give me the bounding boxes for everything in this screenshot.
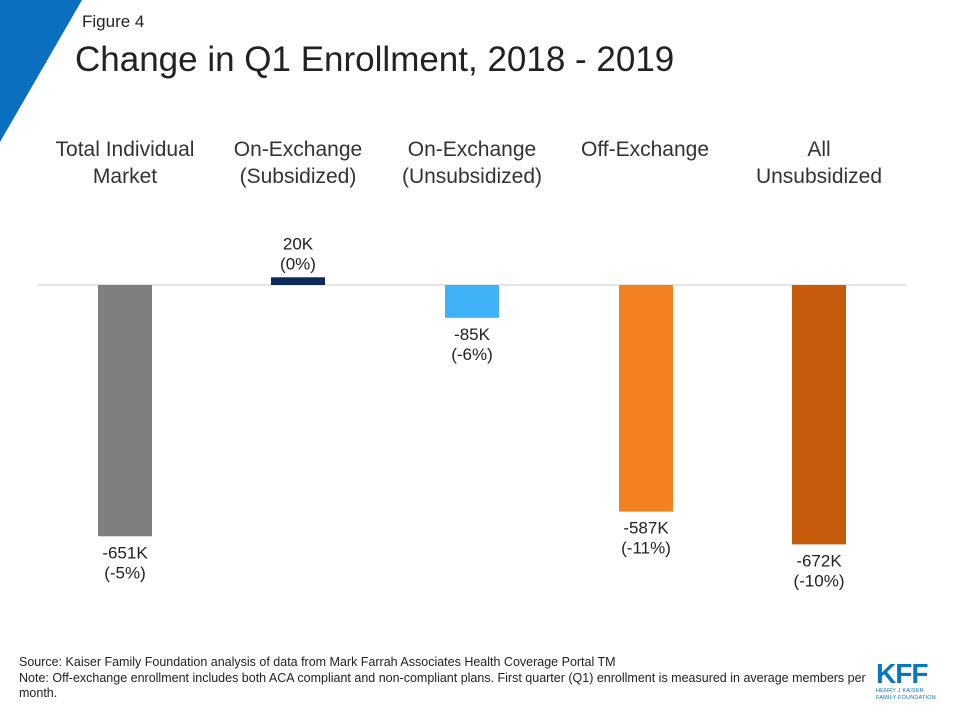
data-label-all-unsubsidized-value: -672K (796, 551, 842, 570)
data-label-on-exchange-subsidized-value: 20K (283, 234, 314, 253)
data-label-on-exchange-unsubsidized-percent: (-6%) (451, 345, 493, 364)
methodology-note: Note: Off-exchange enrollment includes b… (19, 670, 866, 701)
category-label-off-exchange: Off-Exchange (580, 138, 710, 161)
bar-total-individual-market (98, 285, 152, 537)
source-note: Source: Kaiser Family Foundation analysi… (19, 655, 616, 669)
data-label-on-exchange-unsubsidized-value: -85K (454, 325, 491, 344)
data-label-off-exchange-percent: (-11%) (621, 539, 671, 558)
corner-accent-shape (0, 0, 82, 142)
logo-mark: KFF (876, 658, 928, 689)
category-label-on-exchange-unsubsidized: On-Exchange (Unsubsidized) (401, 138, 543, 188)
bar-chart: -651K(-5%) 20K(0%) -85K(-6%) -587K(-11%) -67… (38, 234, 906, 590)
chart-title: Change in Q1 Enrollment, 2018 - 2019 (75, 40, 675, 79)
category-label-on-exchange-subsidized: On-Exchange (Subsidized) (233, 138, 363, 188)
bar-on-exchange-unsubsidized (445, 285, 499, 318)
kff-logo: KFF HENRY J KAISER FAMILY FOUNDATION (876, 660, 950, 701)
bar-all-unsubsidized (792, 285, 846, 545)
footer: Source: Kaiser Family Foundation analysi… (19, 655, 869, 702)
figure-label: Figure 4 (82, 12, 145, 31)
bar-on-exchange-subsidized (271, 277, 325, 285)
data-label-all-unsubsidized-percent: (-10%) (793, 571, 844, 590)
logo-line-1: HENRY J KAISER (876, 688, 924, 694)
logo-line-2: FAMILY FOUNDATION (876, 694, 936, 701)
data-label-off-exchange-value: -587K (623, 519, 669, 538)
data-label-total-individual-market-percent: (-5%) (104, 563, 146, 582)
category-label-total-individual-market: Total Individual Market (55, 138, 195, 188)
data-label-on-exchange-subsidized-percent: (0%) (280, 254, 316, 273)
category-labels: Total Individual Market On-Exchange (Sub… (0, 136, 960, 196)
data-label-total-individual-market-value: -651K (102, 543, 148, 562)
category-label-all-unsubsidized: All Unsubsidized (755, 138, 883, 188)
bar-off-exchange (619, 285, 673, 512)
